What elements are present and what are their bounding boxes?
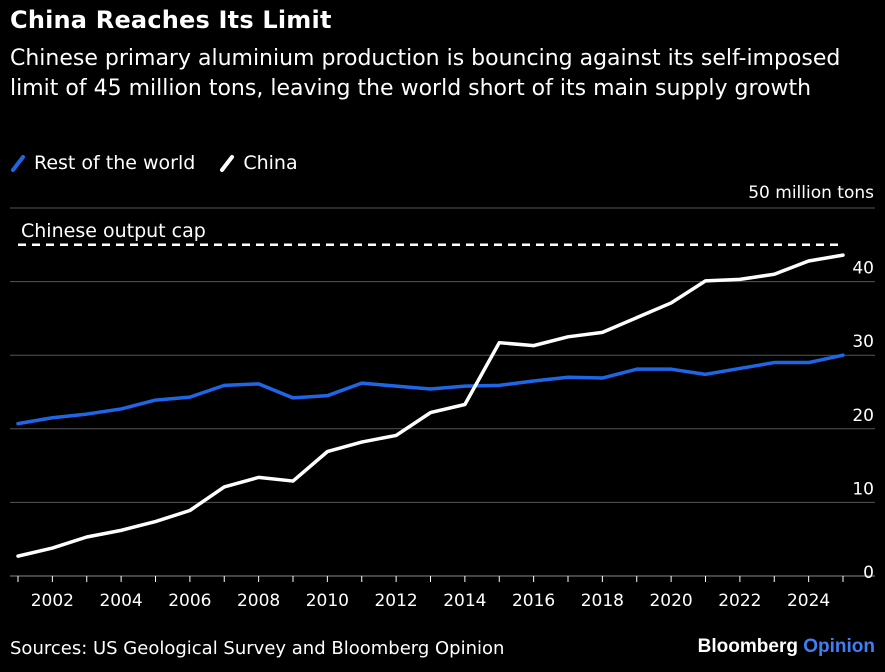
y-unit-label: 50 million tons [748,183,874,203]
legend-label-china: China [243,152,298,174]
brand-logo: Bloomberg Opinion [698,636,875,658]
y-tick-label-0: 0 [863,563,874,583]
legend: Rest of the world China [10,152,298,174]
x-tick-label-2012: 2012 [374,591,417,611]
series-line-china [16,253,845,558]
legend-swatch-rest-of-world [11,155,25,172]
x-tick-label-2010: 2010 [306,591,349,611]
source-note: Sources: US Geological Survey and Bloomb… [10,638,505,659]
legend-swatch-china [220,155,235,172]
x-tick-label-2008: 2008 [237,591,280,611]
brand-part2: Opinion [803,636,875,657]
x-tick-label-2016: 2016 [512,591,555,611]
x-tick-label-2004: 2004 [99,591,142,611]
x-tick-label-2020: 2020 [649,591,692,611]
x-tick-label-2024: 2024 [787,591,830,611]
x-tick-label-2002: 2002 [31,591,74,611]
cap-label: Chinese output cap [21,220,206,242]
x-tick-label-2018: 2018 [581,591,624,611]
x-tick-label-2014: 2014 [443,591,486,611]
series-line-rest-of-world [16,353,845,426]
brand-part1: Bloomberg [697,636,798,657]
y-tick-label-20: 20 [852,406,874,426]
legend-item-rest-of-world: Rest of the world [10,152,195,174]
y-tick-label-10: 10 [852,479,874,499]
y-tick-label-40: 40 [852,259,874,279]
x-tick-label-2022: 2022 [718,591,761,611]
legend-item-china: China [219,152,298,174]
x-tick-label-2006: 2006 [168,591,211,611]
chart-title: China Reaches Its Limit [10,6,332,34]
y-tick-label-30: 30 [852,332,874,352]
chart-subtitle: Chinese primary aluminium production is … [10,46,841,101]
legend-label-rest-of-world: Rest of the world [34,152,196,174]
